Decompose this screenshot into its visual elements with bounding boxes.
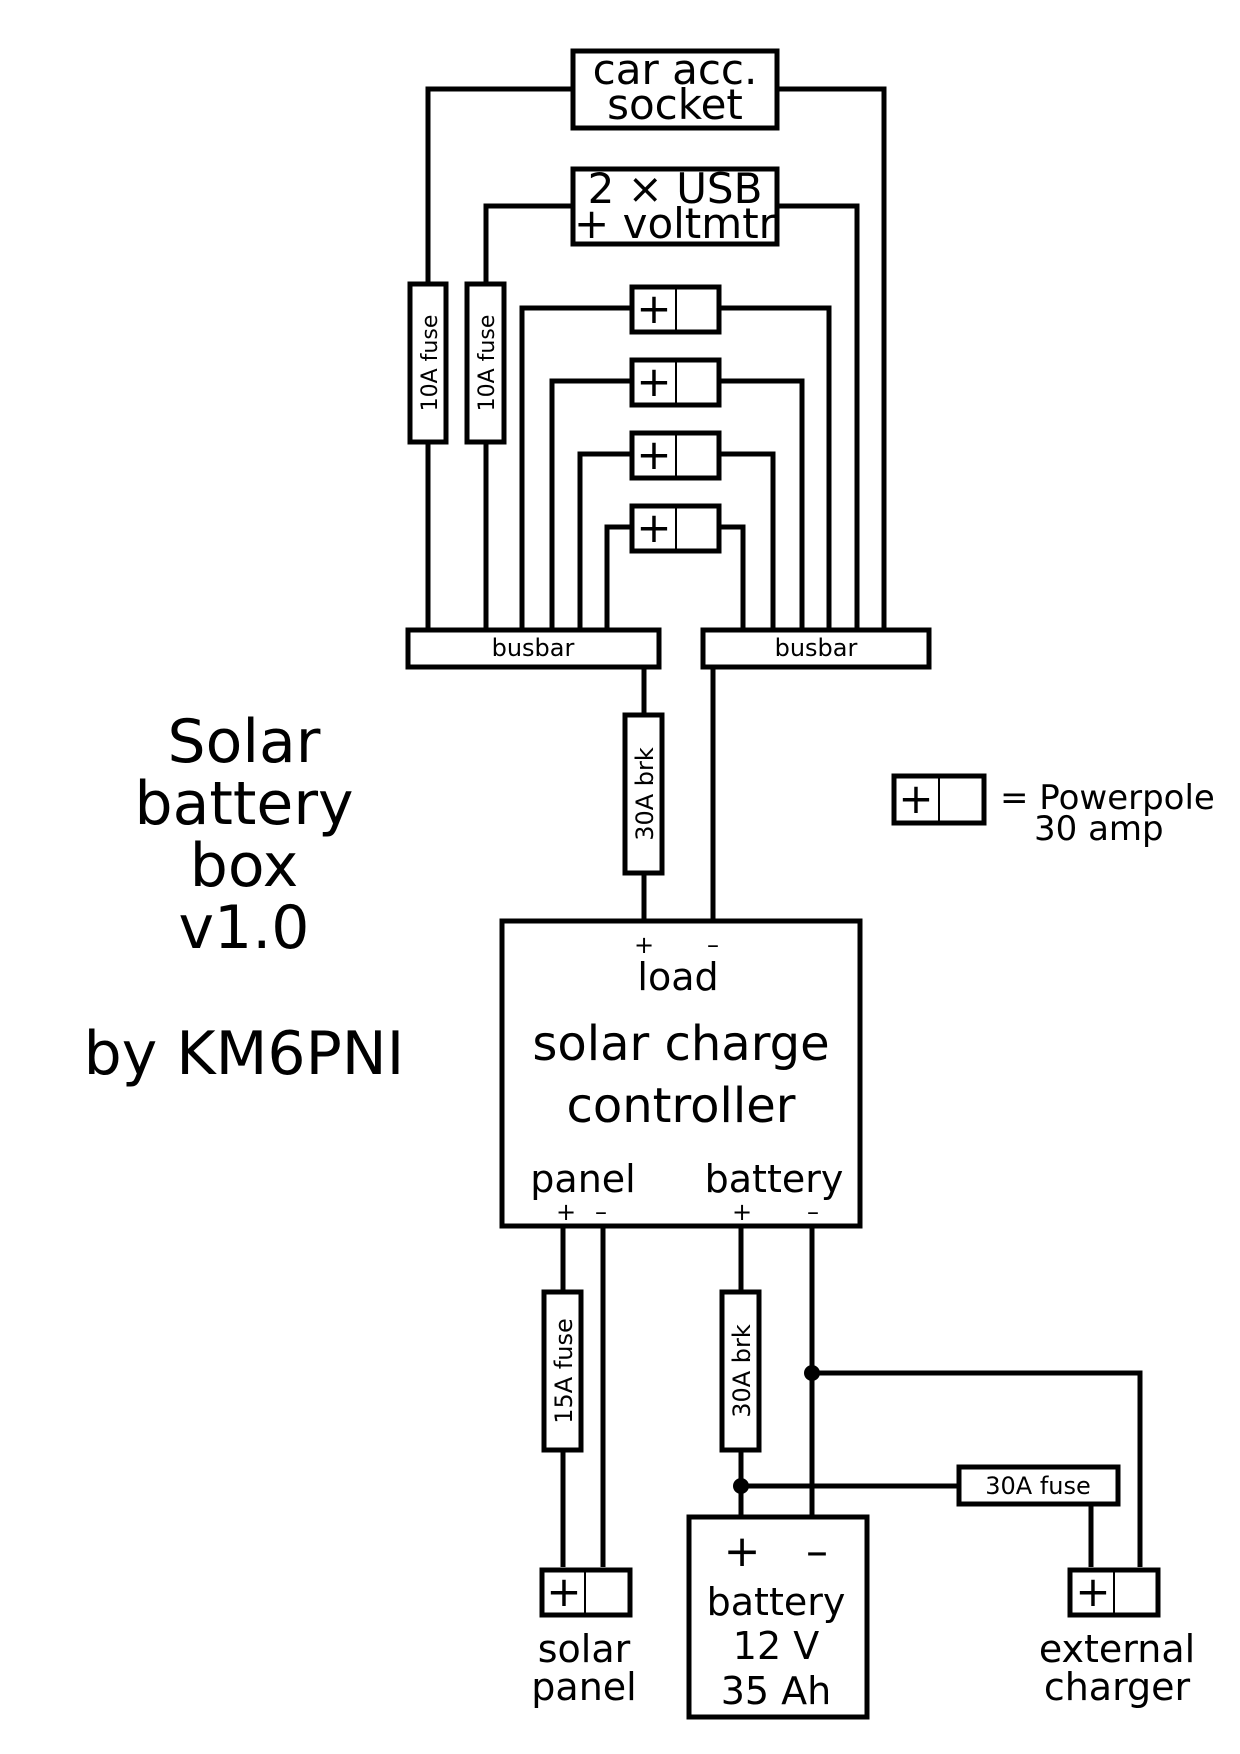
wire-pp4-plus <box>604 524 630 628</box>
busbar-left: busbar <box>405 627 662 670</box>
car-socket-line-1: car acc. <box>593 45 758 94</box>
author-label: by KM6PNI <box>84 1019 405 1089</box>
wire-car-socket-plus <box>425 86 571 284</box>
wire-usb-plus <box>483 203 571 284</box>
battery-minus-label: – <box>807 1198 819 1226</box>
battery-minus-sign: – <box>806 1526 828 1577</box>
solar-panel-label-1: solar <box>538 1627 631 1671</box>
wire-charger-minus <box>812 1370 1143 1567</box>
external-charger-label-2: charger <box>1044 1665 1191 1709</box>
fuse-charger-label: 30A fuse <box>985 1472 1091 1500</box>
battery-voltage: 12 V <box>733 1624 819 1668</box>
usb-voltmeter: 2 × USB + voltmtr <box>570 164 780 248</box>
legend-powerpole-plus: + <box>898 774 933 823</box>
load-label: load <box>637 955 718 999</box>
breaker-30a-load: 30A brk <box>622 712 665 876</box>
load-plus-label: + <box>634 931 654 959</box>
panel-plus-label: + <box>556 1198 576 1226</box>
wire-pp2-plus <box>549 378 630 628</box>
fuse-usb-label: 10A fuse <box>475 315 500 412</box>
powerpole-plus: + <box>636 503 671 552</box>
battery-label: battery <box>707 1580 846 1624</box>
wire-pp4-minus <box>719 524 746 628</box>
battery-capacity: 35 Ah <box>721 1669 832 1713</box>
solar-panel-label-2: panel <box>531 1665 636 1709</box>
busbar-right-label: busbar <box>775 634 858 662</box>
wire-pp3-plus <box>577 451 630 628</box>
legend-line-2: 30 amp <box>1034 809 1164 849</box>
battery-plus-label: + <box>732 1198 752 1226</box>
wire-pp2-minus <box>719 378 805 628</box>
busbar-left-label: busbar <box>492 634 575 662</box>
breaker-30a-battery: 30A brk <box>719 1289 762 1453</box>
fuse-10a-car: 10A fuse <box>407 281 449 445</box>
powerpole-3: + <box>629 430 722 481</box>
controller-title-line-2: controller <box>567 1078 796 1134</box>
powerpole-plus: + <box>636 430 671 479</box>
junction-dot-positive <box>733 1478 749 1494</box>
fuse-car-label: 10A fuse <box>418 315 443 412</box>
wire-pp1-plus <box>519 305 630 628</box>
junction-dot-negative <box>804 1365 820 1381</box>
car-acc-socket: car acc. socket <box>570 45 780 131</box>
title-line-3: box <box>190 831 298 901</box>
car-socket-line-2: socket <box>607 80 743 129</box>
powerpole-2: + <box>629 357 722 408</box>
wire-pp3-minus <box>719 451 776 628</box>
powerpole-plus: + <box>636 357 671 406</box>
breaker-load-label: 30A brk <box>631 747 659 841</box>
powerpole-solar-panel: + <box>539 1567 633 1618</box>
external-charger-label-1: external <box>1039 1627 1195 1671</box>
wire-pp1-minus <box>719 305 832 628</box>
diagram-title: Solar battery box v1.0 by KM6PNI <box>84 707 405 1089</box>
wire-usb-minus <box>777 203 860 628</box>
fuse-15a-panel: 15A fuse <box>541 1289 584 1453</box>
fuse-panel-label: 15A fuse <box>550 1318 578 1424</box>
wires <box>425 86 1143 1567</box>
fuse-30a-charger: 30A fuse <box>956 1464 1121 1507</box>
powerpole-external-charger: + <box>1067 1567 1161 1618</box>
powerpole-1: + <box>629 284 722 335</box>
panel-terminal-label: panel <box>530 1157 635 1201</box>
powerpole-4: + <box>629 503 722 554</box>
powerpole-legend: + = Powerpole 30 amp <box>891 773 1215 849</box>
controller-title-line-1: solar charge <box>532 1016 829 1072</box>
wire-car-socket-minus <box>777 86 887 628</box>
breaker-battery-label: 30A brk <box>728 1324 756 1418</box>
usb-line-1: 2 × USB <box>588 164 763 213</box>
usb-line-2: + voltmtr <box>574 199 777 248</box>
busbar-right: busbar <box>700 627 932 670</box>
legend-line-1: = Powerpole <box>1000 778 1215 818</box>
panel-minus-label: – <box>595 1198 607 1226</box>
load-minus-label: – <box>707 931 719 959</box>
solar-charge-controller: + – load solar charge controller panel b… <box>499 918 863 1229</box>
title-line-2: battery <box>135 769 354 839</box>
battery-plus-sign: + <box>724 1526 761 1577</box>
fuse-10a-usb: 10A fuse <box>464 281 507 445</box>
powerpole-plus: + <box>636 284 671 333</box>
powerpole-plus: + <box>1075 1567 1110 1616</box>
battery-terminal-label: battery <box>705 1157 844 1201</box>
title-line-1: Solar <box>168 707 321 777</box>
title-line-4: v1.0 <box>179 893 310 963</box>
battery-12v: + – battery 12 V 35 Ah <box>686 1514 870 1720</box>
powerpole-plus: + <box>546 1567 581 1616</box>
